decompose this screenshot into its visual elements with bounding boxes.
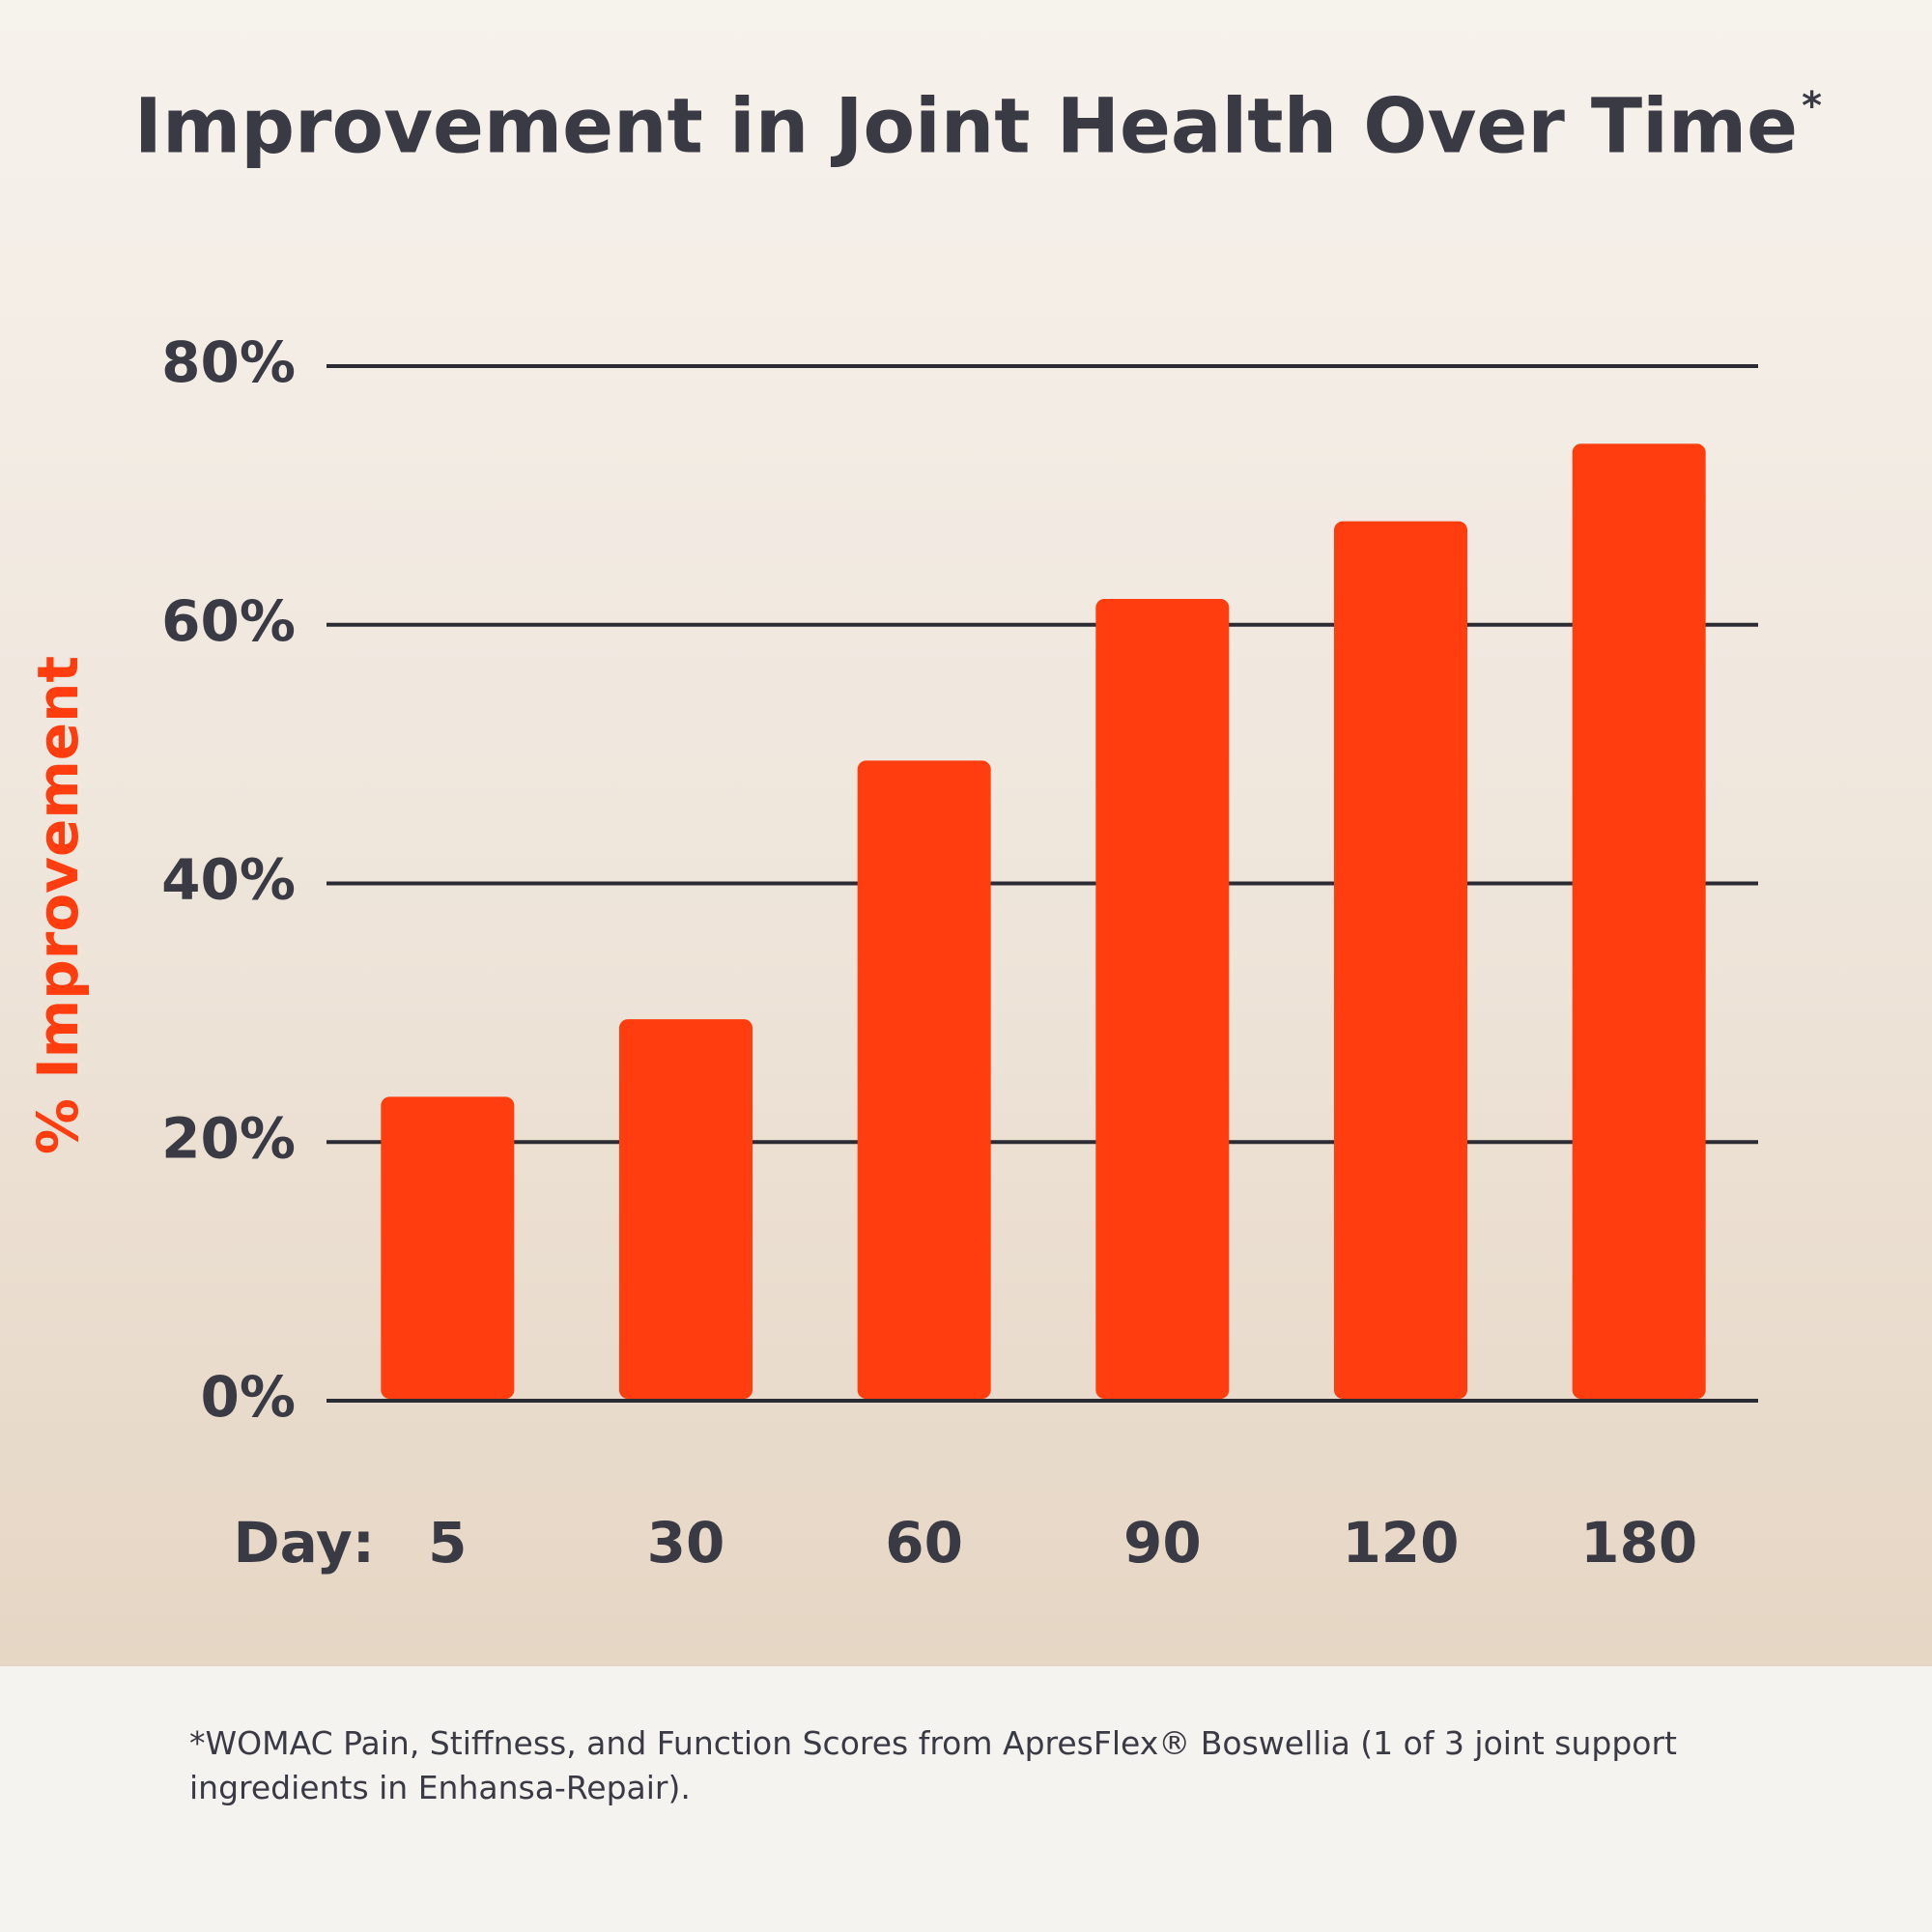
y-tick-label: 40% [161, 847, 296, 913]
y-axis-label: % Improvement [25, 656, 91, 1154]
x-tick-label: 90 [1123, 1510, 1202, 1576]
bar [381, 1096, 515, 1399]
title-mark: * [1802, 84, 1822, 128]
bar [857, 760, 991, 1399]
x-tick-label: 30 [647, 1510, 725, 1576]
x-tick-label: 60 [885, 1510, 963, 1576]
y-tick-label: 20% [161, 1105, 296, 1171]
y-tick-label: 60% [161, 588, 296, 654]
bar [619, 1019, 753, 1399]
bar [1095, 598, 1230, 1399]
footer-band [0, 1666, 1932, 1932]
footnote: *WOMAC Pain, Stiffness, and Function Sco… [189, 1724, 1677, 1806]
x-tick-label: 120 [1342, 1510, 1459, 1576]
y-tick-label: 80% [161, 329, 296, 395]
chart-title: Improvement in Joint Health Over Time [134, 83, 1798, 170]
y-tick-label: 0% [201, 1364, 296, 1430]
x-axis-label: Day: [233, 1510, 375, 1576]
x-tick-label: 5 [428, 1510, 467, 1576]
x-tick-label: 180 [1580, 1510, 1697, 1576]
bar [1572, 443, 1706, 1399]
bar [1334, 521, 1467, 1399]
